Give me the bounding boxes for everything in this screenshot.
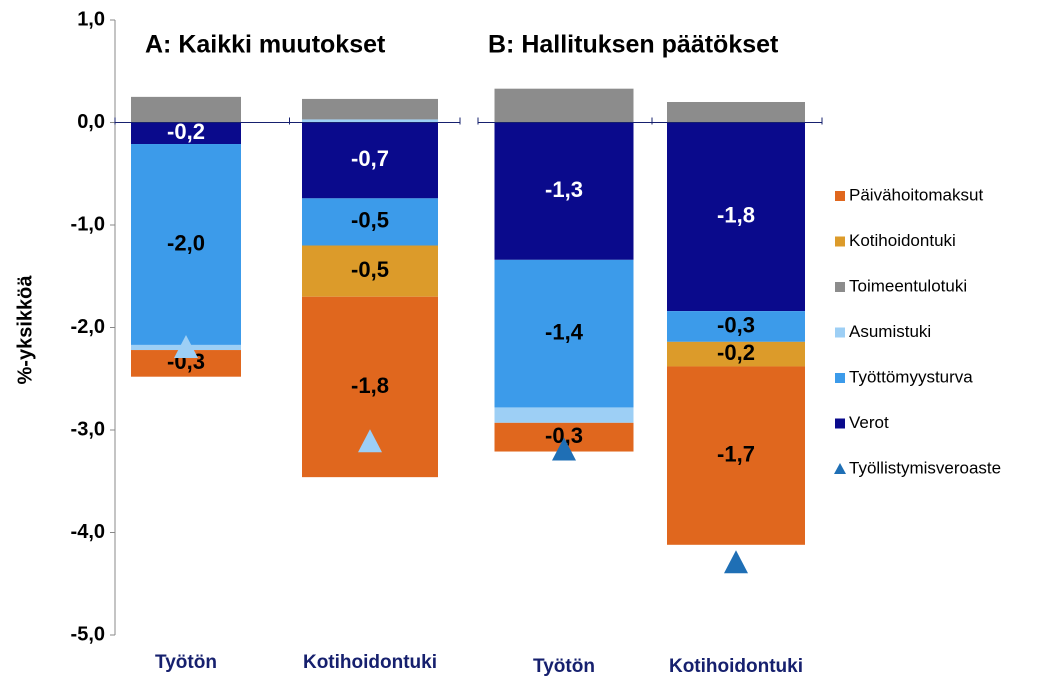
bar-segment [302, 198, 438, 246]
bar-segment [494, 122, 634, 260]
legend-swatch [835, 236, 845, 247]
legend-swatch [835, 191, 845, 201]
bar-segment [302, 245, 438, 297]
y-tick-label: 0,0 [77, 111, 105, 133]
bar-segment [667, 102, 805, 123]
data-label: -2,0 [167, 230, 205, 255]
bar-segment [302, 122, 438, 199]
panel-title: A: Kaikki muutokset [145, 31, 386, 59]
y-tick-label: 1,0 [77, 8, 105, 30]
bar-segment [302, 119, 438, 123]
y-tick-label: -2,0 [71, 316, 105, 338]
legend-swatch [834, 463, 846, 474]
bar-segment [667, 341, 805, 367]
data-label: -0,7 [351, 146, 389, 171]
data-label: -1,8 [351, 373, 389, 398]
data-label: -1,3 [545, 177, 583, 202]
data-label: -1,4 [545, 319, 584, 344]
bar-segment [494, 407, 634, 423]
x-tick-label: Kotihoidontuki [303, 652, 437, 673]
legend-label: Päivähoitomaksut [849, 185, 983, 204]
marker [552, 437, 576, 461]
data-label: -0,3 [717, 312, 755, 337]
x-tick-label: Työtön [533, 656, 595, 677]
bar-segment [667, 122, 805, 312]
marker [358, 429, 382, 453]
legend-label: Työllistymisveroaste [849, 458, 1001, 477]
bar-segment [667, 311, 805, 342]
legend-label: Työttömyysturva [849, 367, 973, 386]
y-axis-label: %-yksikköä [14, 275, 36, 385]
legend-label: Toimeentulotuki [849, 276, 967, 295]
legend-swatch [835, 327, 845, 338]
bar-segment [131, 144, 241, 345]
panel-title: B: Hallituksen päätökset [488, 31, 779, 59]
legend-label: Verot [849, 413, 889, 432]
bar-segment [302, 98, 438, 120]
y-tick-label: -5,0 [71, 623, 105, 645]
bar-segment [494, 88, 634, 123]
data-label: -0,5 [351, 208, 389, 233]
data-label: -1,8 [717, 203, 755, 228]
data-label: -0,5 [351, 257, 389, 282]
legend-label: Asumistuki [849, 322, 931, 341]
x-tick-label: Työtön [155, 652, 217, 673]
marker [174, 335, 198, 358]
bar-segment [131, 96, 241, 123]
legend-swatch [835, 373, 845, 383]
legend-label: Kotihoidontuki [849, 231, 956, 250]
y-tick-label: -1,0 [71, 213, 105, 235]
data-label: -0,2 [717, 340, 755, 365]
bar-segment [494, 259, 634, 408]
legend-swatch [835, 282, 845, 292]
y-tick-label: -4,0 [71, 521, 105, 543]
marker [724, 550, 748, 574]
data-label: -0,2 [167, 119, 205, 144]
data-label: -1,7 [717, 441, 755, 466]
y-tick-label: -3,0 [71, 418, 105, 440]
x-tick-label: Kotihoidontuki [669, 656, 803, 677]
bar-segment [667, 366, 805, 545]
legend-swatch [835, 418, 845, 429]
bar-segment [131, 122, 241, 145]
